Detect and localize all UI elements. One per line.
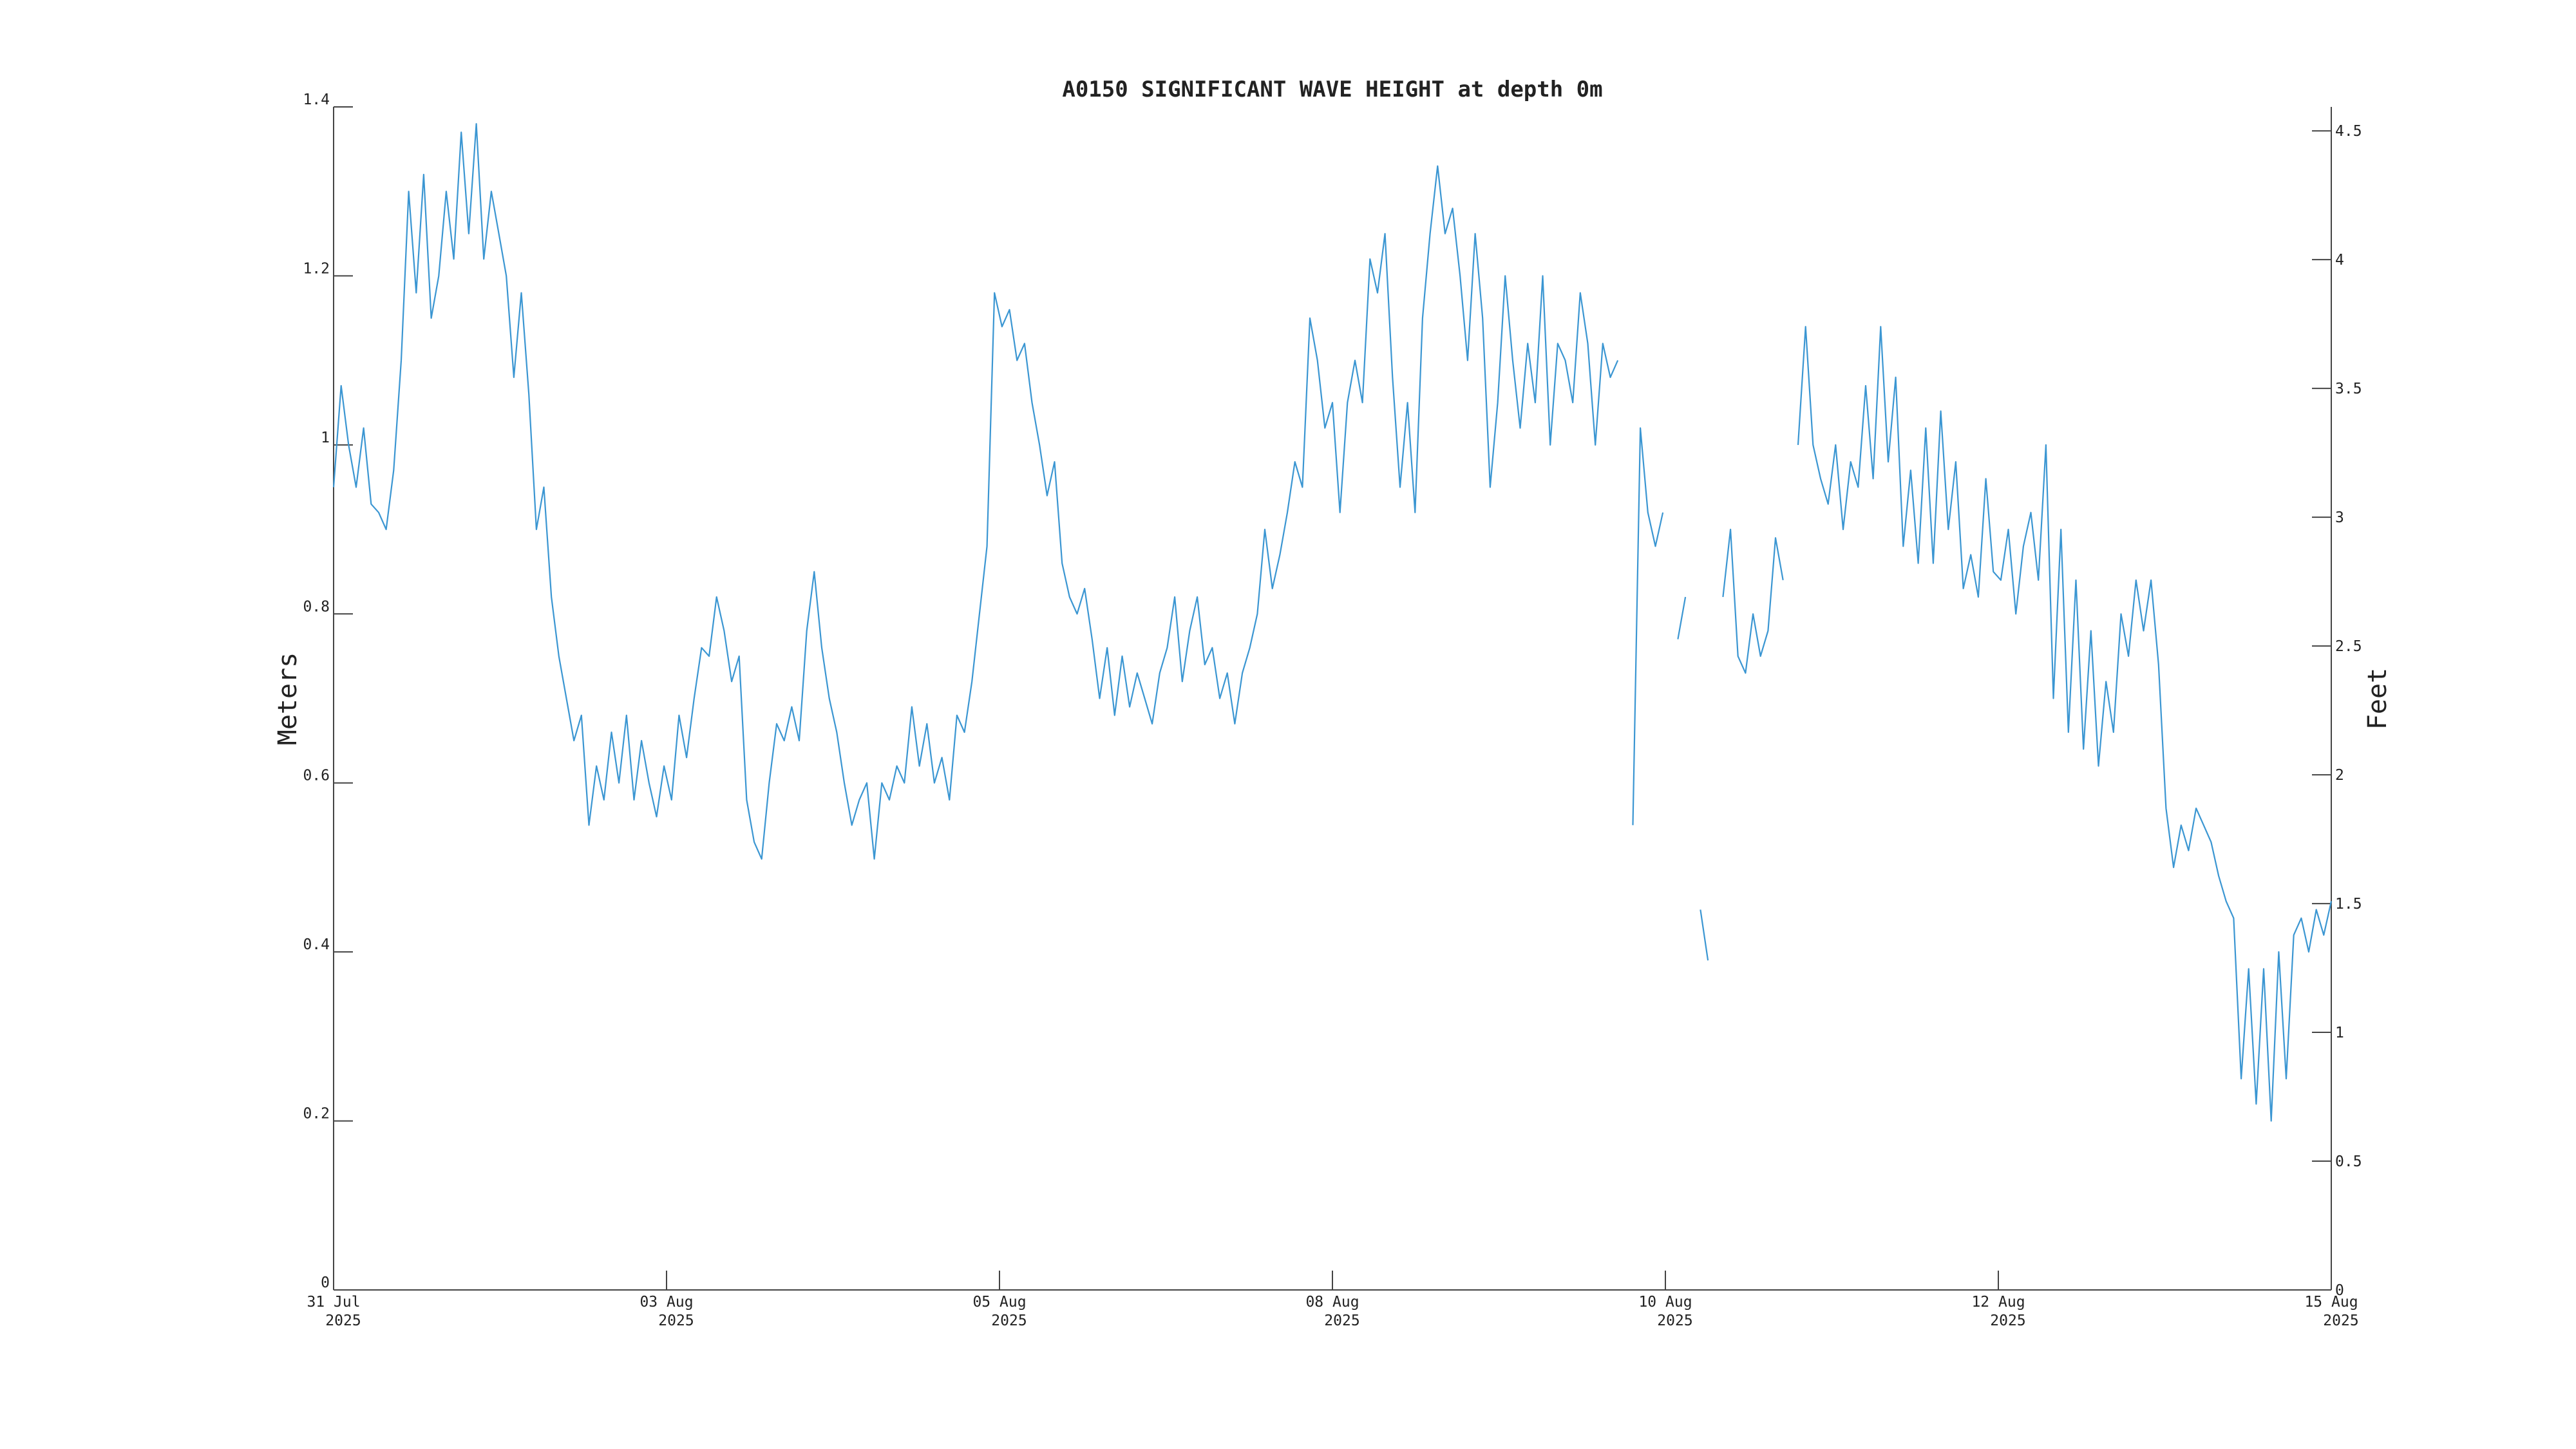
y-tick-label: 1 <box>321 430 330 446</box>
x-tick-label: 2025 <box>1990 1312 2025 1329</box>
y2-tick-label: 2 <box>2335 767 2344 784</box>
y-tick-label: 0.2 <box>303 1106 330 1122</box>
y-tick-label: 0.4 <box>303 936 330 953</box>
x-tick-label: 10 Aug <box>1638 1294 1692 1311</box>
x-tick-label: 03 Aug <box>639 1294 693 1311</box>
x-tick-label: 15 Aug <box>2304 1294 2358 1311</box>
y2-tick-label: 3 <box>2335 509 2344 526</box>
y2-tick-label: 4 <box>2335 252 2344 269</box>
y2-tick-label: 0.5 <box>2335 1153 2362 1170</box>
y2-tick-label: 2.5 <box>2335 638 2362 655</box>
y2-tick-label: 3.5 <box>2335 381 2362 397</box>
y2-tick-label: 1.5 <box>2335 896 2362 913</box>
x-tick-label: 2025 <box>1324 1312 1359 1329</box>
y2-tick-label: 4.5 <box>2335 123 2362 140</box>
x-tick-label: 2025 <box>991 1312 1027 1329</box>
y-tick-label: 1.2 <box>303 260 330 277</box>
y-axis-label: Meters <box>273 652 303 746</box>
y2-axis-label: Feet <box>2363 668 2392 730</box>
x-tick-label: 31 Jul <box>307 1294 360 1311</box>
x-tick-label: 2025 <box>1657 1312 1692 1329</box>
y2-tick-label: 0 <box>2335 1282 2344 1299</box>
y-tick-label: 0.8 <box>303 598 330 615</box>
y-tick-label: 1.4 <box>303 91 330 108</box>
y-tick-label: 0.6 <box>303 768 330 784</box>
x-tick-label: 2025 <box>658 1312 694 1329</box>
x-tick-label: 12 Aug <box>1971 1294 2025 1311</box>
x-tick-label: 2025 <box>325 1312 361 1329</box>
x-tick-label: 08 Aug <box>1305 1294 1359 1311</box>
y-tick-label: 0 <box>321 1274 330 1291</box>
x-tick-label: 05 Aug <box>972 1294 1026 1311</box>
chart-title: A0150 SIGNIFICANT WAVE HEIGHT at depth 0… <box>1062 77 1602 102</box>
y2-tick-label: 1 <box>2335 1025 2344 1041</box>
data-line <box>332 123 2333 1122</box>
x-tick-label: 2025 <box>2323 1312 2358 1329</box>
